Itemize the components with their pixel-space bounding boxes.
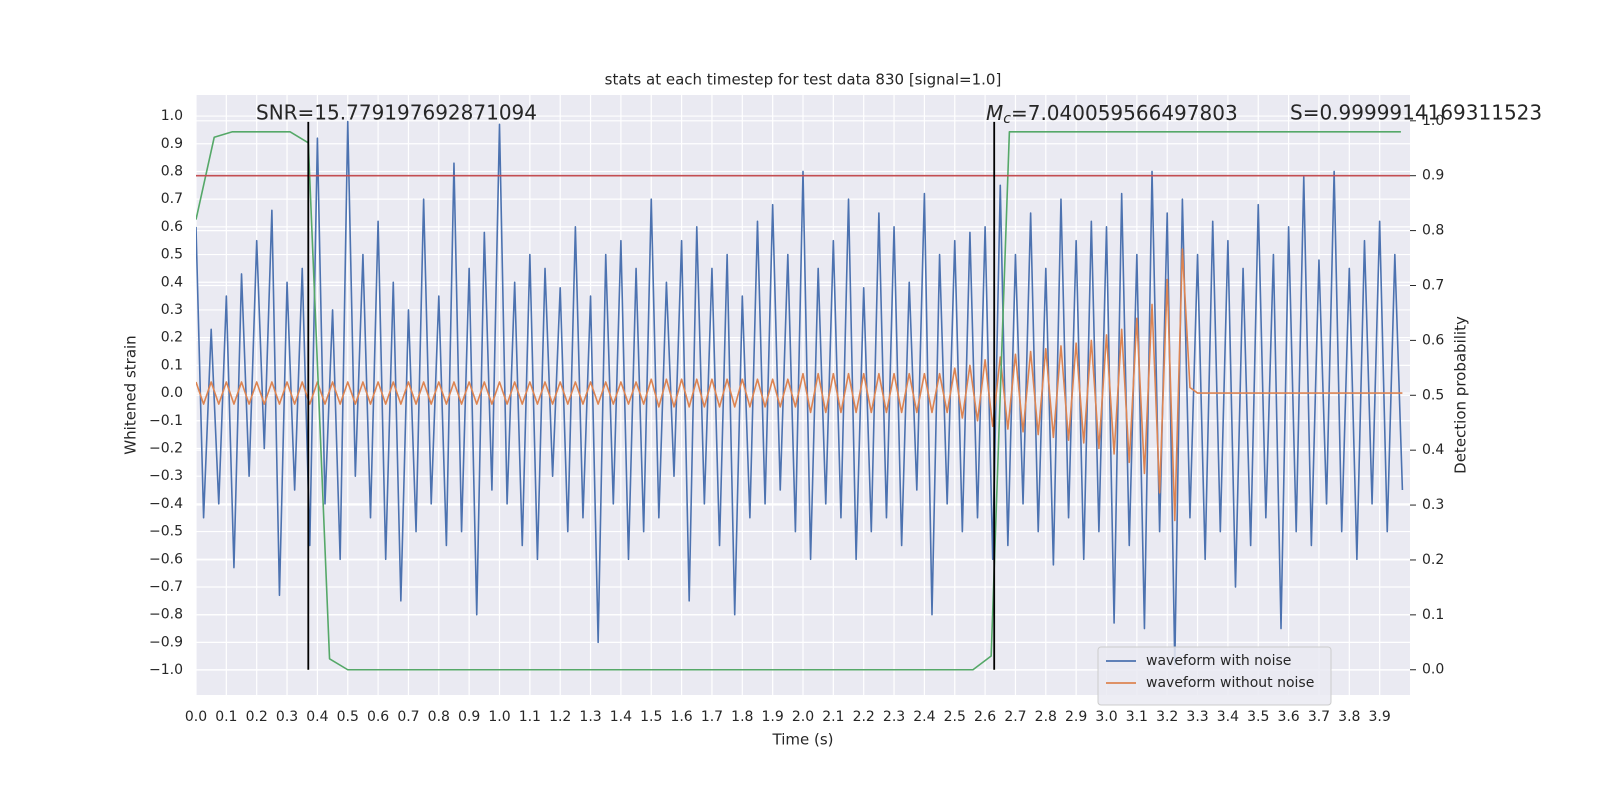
y-tick-label: −1.0 — [149, 662, 183, 678]
y-tick-label: −0.6 — [149, 551, 183, 567]
y-tick-label: 0.1 — [161, 357, 183, 373]
x-tick-label: 2.9 — [1065, 709, 1087, 725]
y-tick-label: −0.5 — [149, 524, 183, 540]
y-tick-label: −0.8 — [149, 607, 183, 623]
y-tick-label: 0.8 — [161, 163, 183, 179]
y-tick-label: 0.3 — [161, 302, 183, 318]
series-line — [196, 120, 1404, 666]
labels: 0.0 0.1 0.2 0.3 0.4 0.5 0.6 0.7 0.8 0.9 1.0 1.1 1.2 1… — [149, 108, 1444, 725]
x-tick-label: 2.8 — [1035, 709, 1057, 725]
x-tick-label: 3.4 — [1217, 709, 1239, 725]
x-axis-label: Time (s) — [772, 731, 834, 749]
x-tick-label: 1.5 — [640, 709, 662, 725]
y-tick-label: 0.6 — [161, 219, 183, 235]
x-tick-label: 1.7 — [701, 709, 723, 725]
legend-label: waveform with noise — [1146, 653, 1291, 669]
y-tick-label: −0.1 — [149, 413, 183, 429]
y-tick-label: −0.2 — [149, 440, 183, 456]
legend-box — [1097, 646, 1332, 706]
y2-tick-label: 0.5 — [1422, 387, 1444, 403]
x-tick-label: 0.1 — [215, 709, 237, 725]
y2-tick-label: 1.0 — [1422, 113, 1444, 129]
y2-tick-label: 0.4 — [1422, 442, 1444, 458]
y-tick-label: −0.3 — [149, 468, 183, 484]
x-tick-label: 3.9 — [1369, 709, 1391, 725]
y-tick-label: 0.9 — [161, 136, 183, 152]
chart-title: stats at each timestep for test data 830… — [605, 71, 1002, 89]
grid — [195, 95, 1410, 695]
mc-annotation: Mc=7.040059566497803 — [986, 101, 1238, 128]
y-tick-label: −0.4 — [149, 496, 183, 512]
x-tick-label: 1.0 — [488, 709, 510, 725]
y-tick-label: 1.0 — [161, 108, 183, 124]
y2-tick-label: 0.9 — [1422, 168, 1444, 184]
y2-tick-label: 0.3 — [1422, 497, 1444, 513]
x-tick-label: 0.0 — [185, 709, 207, 725]
x-tick-label: 3.7 — [1308, 709, 1330, 725]
y-tick-label: 0.5 — [161, 247, 183, 263]
y2-tick-label: 0.2 — [1422, 552, 1444, 568]
snr-annotation: SNR=15.779197692871094 — [256, 101, 537, 125]
x-tick-label: 0.6 — [367, 709, 389, 725]
y2-tick-label: 0.8 — [1422, 223, 1444, 239]
s-annotation: S=0.9999914169311523 — [1290, 101, 1542, 125]
x-tick-label: 0.2 — [246, 709, 268, 725]
y-tick-label: −0.7 — [149, 579, 183, 595]
y2-tick-label: 0.6 — [1422, 332, 1444, 348]
x-tick-label: 3.3 — [1186, 709, 1208, 725]
x-tick-label: 2.0 — [792, 709, 814, 725]
x-tick-label: 1.3 — [579, 709, 601, 725]
y2-tick-label: 0.0 — [1422, 662, 1444, 678]
y2-tick-label: 0.1 — [1422, 607, 1444, 623]
x-tick-label: 1.6 — [670, 709, 692, 725]
x-tick-label: 1.9 — [762, 709, 784, 725]
x-tick-label: 0.4 — [306, 709, 328, 725]
y-tick-label: −0.9 — [149, 634, 183, 650]
x-tick-label: 2.6 — [974, 709, 996, 725]
x-tick-label: 1.2 — [549, 709, 571, 725]
legend: waveform with noise waveform without nois… — [1097, 646, 1332, 706]
y2-axis-label: Detection probability — [1452, 316, 1470, 474]
mc-value: =7.040059566497803 — [1011, 101, 1238, 125]
x-tick-label: 3.0 — [1095, 709, 1117, 725]
x-tick-label: 3.2 — [1156, 709, 1178, 725]
x-tick-label: 0.5 — [337, 709, 359, 725]
series-line — [196, 248, 1403, 522]
x-tick-label: 2.4 — [913, 709, 935, 725]
legend-label: waveform without noise — [1146, 675, 1314, 691]
x-tick-label: 3.6 — [1277, 709, 1299, 725]
x-tick-label: 1.1 — [519, 709, 541, 725]
x-tick-label: 3.1 — [1126, 709, 1148, 725]
x-tick-label: 0.3 — [276, 709, 298, 725]
y-axis-label: Whitened strain — [122, 335, 140, 454]
x-tick-label: 0.7 — [397, 709, 419, 725]
x-tick-label: 1.8 — [731, 709, 753, 725]
y-tick-label: 0.4 — [161, 274, 183, 290]
x-tick-label: 3.8 — [1338, 709, 1360, 725]
mc-subscript: c — [1003, 111, 1011, 127]
y-tick-label: 0.0 — [161, 385, 183, 401]
y2-tick-label: 0.7 — [1422, 277, 1444, 293]
x-tick-label: 2.3 — [883, 709, 905, 725]
y-tick-label: 0.7 — [161, 191, 183, 207]
x-tick-label: 3.5 — [1247, 709, 1269, 725]
x-tick-label: 0.8 — [428, 709, 450, 725]
y-tick-label: 0.2 — [161, 330, 183, 346]
x-tick-label: 2.2 — [853, 709, 875, 725]
x-tick-label: 2.7 — [1004, 709, 1026, 725]
x-tick-label: 2.1 — [822, 709, 844, 725]
x-tick-label: 1.4 — [610, 709, 632, 725]
mc-symbol: M — [986, 101, 1003, 125]
x-tick-label: 0.9 — [458, 709, 480, 725]
x-tick-label: 2.5 — [944, 709, 966, 725]
